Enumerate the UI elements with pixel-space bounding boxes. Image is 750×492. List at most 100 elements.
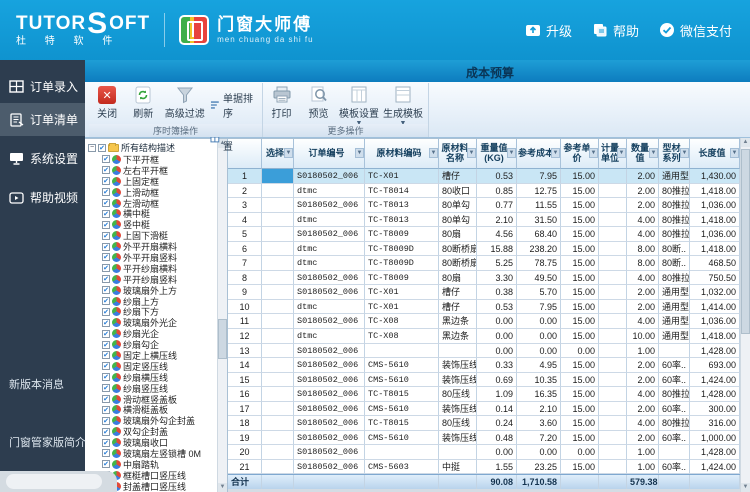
tree-scrollbar[interactable]: ▲ ▼ — [217, 139, 227, 492]
checkbox-checked-icon[interactable]: ✔ — [102, 177, 110, 186]
select-cell[interactable] — [262, 445, 294, 460]
select-cell[interactable] — [262, 227, 294, 242]
select-cell[interactable] — [262, 241, 294, 257]
checkbox-checked-icon[interactable]: ✔ — [102, 362, 110, 371]
tree-item[interactable]: ✔ 双勾企封盖 — [88, 426, 217, 437]
checkbox-checked-icon[interactable]: ✔ — [102, 405, 110, 414]
checkbox-checked-icon[interactable]: ✔ — [102, 220, 110, 229]
wechat-pay-button[interactable]: 微信支付 — [659, 21, 732, 40]
horizontal-scrollbar[interactable] — [228, 488, 740, 492]
table-row[interactable]: 7 dtmc TC-T8009D 80断桥扇 5.25 78.75 15.00 8.00 80断… — [228, 256, 740, 271]
checkbox-checked-icon[interactable]: ✔ — [102, 449, 110, 458]
checkbox-checked-icon[interactable]: ✔ — [102, 209, 110, 218]
select-cell[interactable] — [262, 459, 294, 475]
table-row[interactable]: 5 S0180502_006 TC-T8009 80扇 4.56 68.40 15.00 4.… — [228, 227, 740, 242]
select-cell[interactable] — [262, 329, 294, 344]
tree-item[interactable]: ✔ 纱扇勾企 — [88, 339, 217, 350]
checkbox-checked-icon[interactable]: ✔ — [102, 286, 110, 295]
table-scroll-thumb[interactable] — [741, 149, 750, 334]
checkbox-checked-icon[interactable]: ✔ — [102, 188, 110, 197]
table-row[interactable]: 16 S0180502_006 TC-T8015 80压线 1.09 16.35 15.00… — [228, 387, 740, 402]
checkbox-checked-icon[interactable]: ✔ — [102, 384, 110, 393]
tree-item[interactable]: ✔ 中扇踏轨 — [88, 459, 217, 470]
sidebar-item-order-entry[interactable]: 订单录入 — [0, 70, 85, 103]
tree-item[interactable]: ✔ 玻璃扇外勾企封盖 — [88, 415, 217, 426]
scroll-up-icon[interactable]: ▲ — [218, 139, 227, 148]
help-button[interactable]: 帮助 — [592, 21, 639, 40]
tree-item[interactable]: ✔ 上滑动框 — [88, 187, 217, 198]
new-version-message-link[interactable]: 新版本消息 — [9, 379, 64, 391]
column-sort-button[interactable]: ▼ — [680, 148, 689, 158]
table-row[interactable]: 13 S0180502_006 0.00 0.00 0.00 1.00 1,428.00 — [228, 343, 740, 359]
select-cell[interactable] — [262, 430, 294, 446]
tree-item[interactable]: ✔ 竖中梃 — [88, 219, 217, 230]
checkbox-checked-icon[interactable]: ✔ — [102, 166, 110, 175]
table-row[interactable]: 9 S0180502_006 TC-X01 槽仔 0.38 5.70 15.00 2.00 通用… — [228, 285, 740, 300]
column-header[interactable]: 计量单位 ▼ — [599, 139, 627, 169]
tree-root[interactable]: − ✔ 所有结构描述 — [88, 142, 176, 153]
table-row[interactable]: 18 S0180502_006 TC-T8015 80压线 0.24 3.60 15.00 4… — [228, 416, 740, 431]
column-header[interactable]: 参考成本 ▼ — [517, 139, 561, 169]
table-row[interactable]: 11 S0180502_006 TC-X08 黑边条 0.00 0.00 15.00 4.00… — [228, 314, 740, 330]
column-header[interactable]: 订单编号 ▼ — [294, 139, 365, 169]
tree-item[interactable]: ✔ 玻璃扇左竖锁槽 0M — [88, 448, 217, 459]
tree-item[interactable]: ✔ 纱扇横压线 — [88, 372, 217, 383]
select-cell[interactable] — [262, 314, 294, 330]
tree-item[interactable]: ✔ 玻璃扇外光企 — [88, 317, 217, 328]
tree-item[interactable]: ✔ 玻璃扇外上方 — [88, 285, 217, 296]
checkbox-checked-icon[interactable]: ✔ — [102, 318, 110, 327]
select-cell[interactable] — [262, 299, 294, 315]
tree-item[interactable]: ✔ 左右平开框 — [88, 165, 217, 176]
checkbox-checked-icon[interactable]: ✔ — [102, 329, 110, 338]
checkbox-checked-icon[interactable]: ✔ — [102, 416, 110, 425]
tree-item[interactable]: ✔ 横中梃 — [88, 208, 217, 219]
checkbox-checked-icon[interactable]: ✔ — [102, 155, 110, 164]
column-sort-button[interactable]: ▼ — [551, 148, 560, 158]
checkbox-checked-icon[interactable]: ✔ — [102, 231, 110, 240]
select-cell[interactable] — [262, 401, 294, 417]
sidebar-item-system-settings[interactable]: 系统设置 — [0, 142, 85, 175]
checkbox-checked-icon[interactable]: ✔ — [102, 351, 110, 360]
advanced-filter-button[interactable]: 高级过滤 — [161, 85, 208, 120]
checkbox-checked-icon[interactable]: ✔ — [102, 297, 110, 306]
tree-item[interactable]: ✔ 下平开框 — [88, 154, 217, 165]
tree-item[interactable]: ✔ 上固下滑梃 — [88, 230, 217, 241]
select-cell[interactable] — [262, 358, 294, 373]
table-row[interactable]: 4 dtmc TC-T8013 80单勾 2.10 31.50 15.00 4.00 80推拉 1… — [228, 212, 740, 228]
column-sort-button[interactable]: ▼ — [730, 148, 739, 158]
select-cell[interactable] — [262, 270, 294, 286]
tree-scroll-thumb[interactable] — [218, 319, 227, 359]
table-row[interactable]: 19 S0180502_006 CMS-5610 装饰压线 0.48 7.20 15.00 2… — [228, 430, 740, 446]
generate-template-button[interactable]: 生成模板 ▼ — [381, 85, 425, 127]
column-sort-button[interactable]: ▼ — [507, 148, 516, 158]
column-header[interactable]: 原材料名称 ▼ — [439, 139, 477, 169]
select-cell[interactable] — [262, 285, 294, 300]
table-row[interactable]: 20 S0180502_006 0.00 0.00 0.00 1.00 1,428.00 — [228, 445, 740, 460]
tree-item[interactable]: ✔ 纱扇上方 — [88, 296, 217, 306]
checkbox-checked-icon[interactable]: ✔ — [102, 275, 110, 284]
table-row[interactable]: 1 S0180502_006 TC-X01 槽仔 0.53 7.95 15.00 2.00 通用… — [228, 169, 740, 184]
sidebar-item-help-video[interactable]: 帮助视频 — [0, 181, 85, 214]
close-button[interactable]: ✕ 关闭 — [89, 85, 125, 120]
table-row[interactable]: 2 dtmc TC-T8014 80收口 0.85 12.75 15.00 2.00 80推拉 1… — [228, 183, 740, 199]
table-row[interactable]: 8 S0180502_006 TC-T8009 80扇 3.30 49.50 15.00 4.… — [228, 270, 740, 286]
bottom-left-scroll-tab[interactable] — [0, 471, 117, 492]
table-row[interactable]: 14 S0180502_006 CMS-5610 装饰压线 0.33 4.95 15.00 2… — [228, 358, 740, 373]
table-row[interactable]: 3 S0180502_006 TC-T8013 80单勾 0.77 11.55 15.00 2… — [228, 198, 740, 213]
table-row[interactable]: 17 S0180502_006 CMS-5610 装饰压线 0.14 2.10 15.00 2… — [228, 401, 740, 417]
print-button[interactable]: 打印 — [263, 85, 300, 120]
select-cell[interactable] — [262, 256, 294, 271]
table-vertical-scrollbar[interactable]: ▲ ▼ — [740, 138, 750, 492]
checkbox-checked-icon[interactable]: ✔ — [102, 395, 110, 404]
checkbox-checked-icon[interactable]: ✔ — [102, 307, 110, 316]
column-sort-button[interactable]: ▼ — [617, 148, 626, 158]
column-header[interactable]: 长度值 ▼ — [690, 139, 740, 169]
scroll-down-icon[interactable]: ▼ — [218, 483, 227, 492]
column-header[interactable]: 参考单价 ▼ — [561, 139, 599, 169]
checkbox-checked-icon[interactable]: ✔ — [102, 438, 110, 447]
select-cell[interactable] — [262, 169, 294, 184]
table-row[interactable]: 15 S0180502_006 CMS-5610 装饰压线 0.69 10.35 15.00… — [228, 372, 740, 388]
upgrade-button[interactable]: 升级 — [525, 21, 572, 40]
select-cell[interactable] — [262, 416, 294, 431]
tree-item[interactable]: ✔ 平开纱扇横料 — [88, 263, 217, 274]
